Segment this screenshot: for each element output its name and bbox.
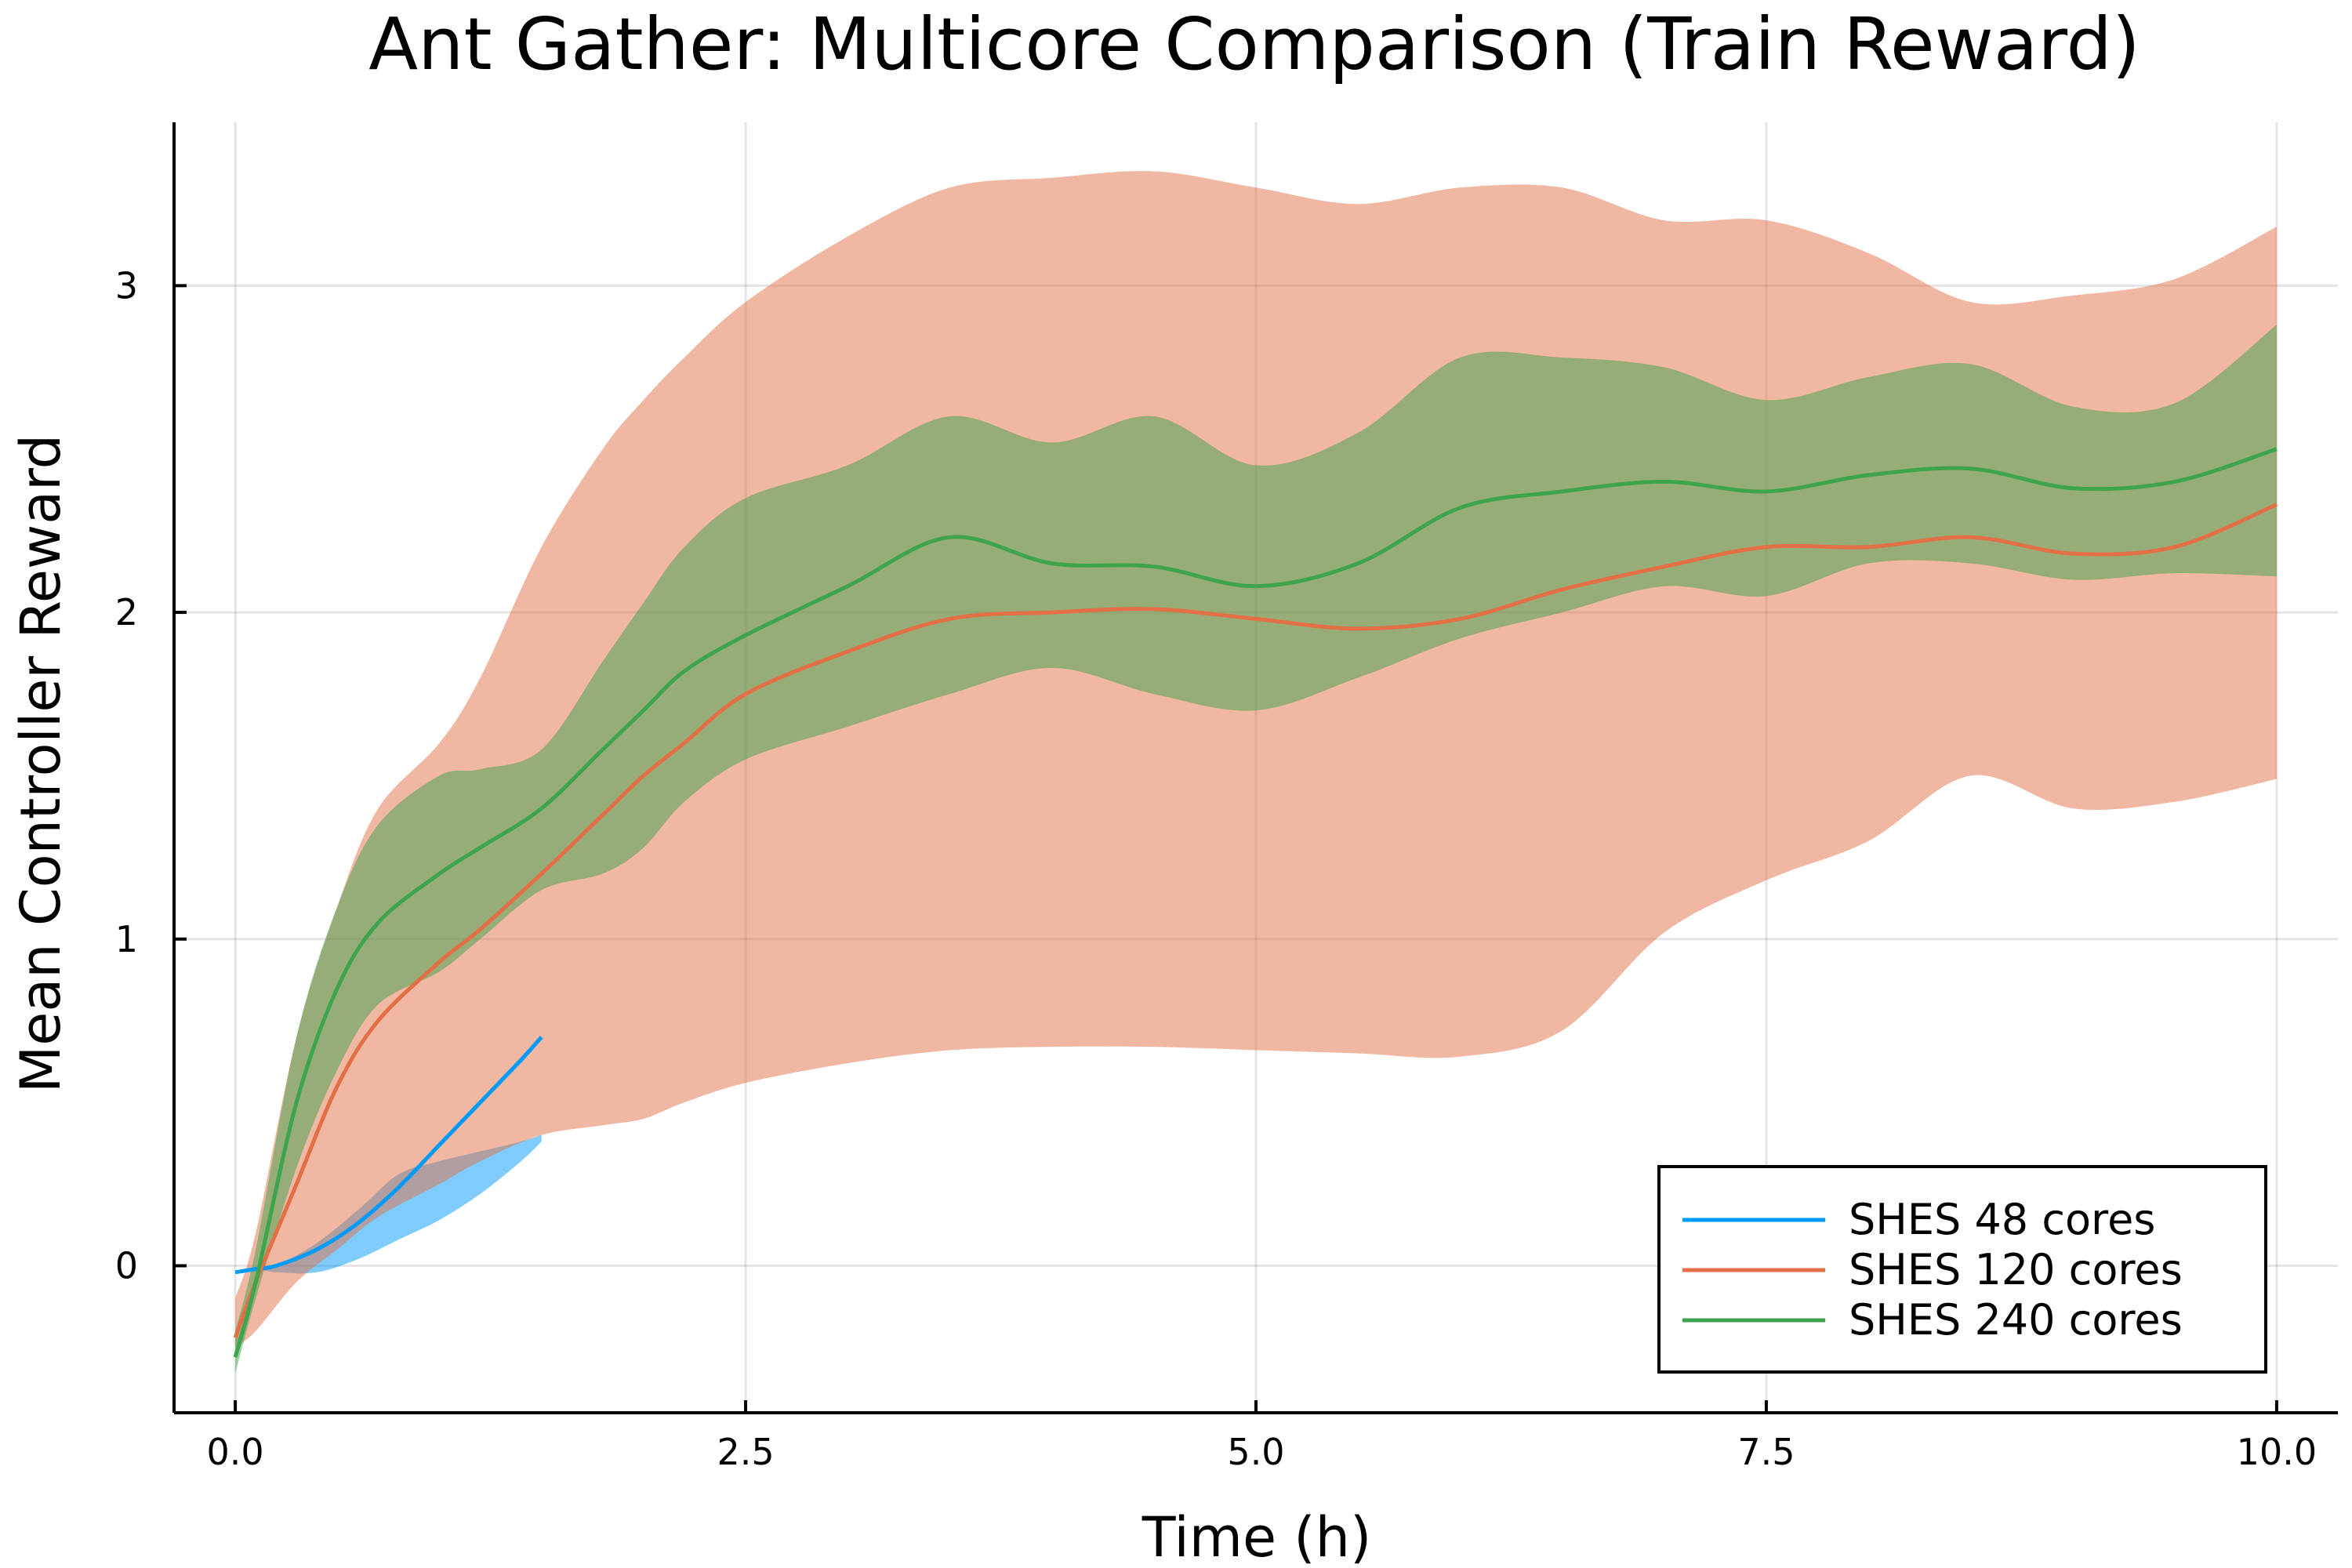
- y-tick-label: 0: [115, 1244, 138, 1287]
- x-axis-label: Time (h): [1142, 1505, 1372, 1568]
- y-tick-label: 1: [115, 918, 138, 960]
- y-axis-label: Mean Controller Reward: [9, 434, 73, 1093]
- x-tick-label: 7.5: [1737, 1431, 1795, 1473]
- band-layer: [235, 171, 2277, 1374]
- legend-label-series-1: SHES 48 cores: [1849, 1195, 2155, 1244]
- line-layer: [233, 447, 2278, 1358]
- tick-layer: 0.0 2.5 5.0 7.5 10.0 0 1 2 3: [115, 264, 2317, 1473]
- x-tick-label: 0.0: [207, 1431, 264, 1473]
- mean-line-series-3: [233, 447, 2278, 1358]
- legend-label-series-2: SHES 120 cores: [1849, 1245, 2183, 1294]
- confidence-band-series-3: [235, 325, 2277, 1374]
- y-tick-label: 2: [115, 591, 138, 633]
- mean-line-series-1: [234, 1036, 543, 1275]
- x-tick-label: 5.0: [1227, 1431, 1284, 1473]
- x-tick-label: 2.5: [717, 1431, 774, 1473]
- chart-title: Ant Gather: Multicore Comparison (Train …: [368, 2, 2140, 86]
- y-tick-label: 3: [115, 264, 138, 307]
- mean-line-series-2: [233, 503, 2278, 1339]
- x-tick-label: 10.0: [2237, 1431, 2317, 1473]
- legend-label-series-3: SHES 240 cores: [1849, 1295, 2183, 1345]
